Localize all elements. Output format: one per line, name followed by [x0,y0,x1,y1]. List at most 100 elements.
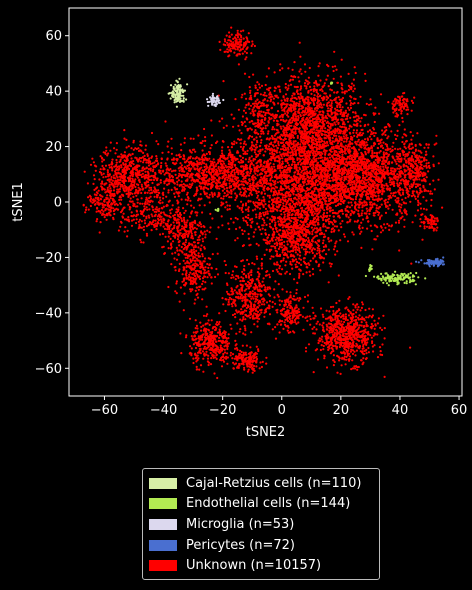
data-point [405,135,407,137]
data-point [317,152,319,154]
data-point [328,200,330,202]
data-point [350,198,352,200]
data-point [304,130,306,132]
data-point [374,155,376,157]
data-point [323,236,325,238]
data-point [364,158,366,160]
data-point [305,190,307,192]
data-point [311,227,313,229]
data-point [389,181,391,183]
data-point [360,231,362,233]
data-point [342,151,344,153]
data-point [350,102,352,104]
data-point [374,224,376,226]
data-point [269,197,271,199]
data-point [355,209,357,211]
data-point [260,130,262,132]
data-point [296,198,298,200]
data-point [350,174,352,176]
data-point [256,205,258,207]
data-point [292,229,294,231]
data-point [338,148,340,150]
data-point [285,192,287,194]
data-point [299,56,301,58]
data-point [319,125,321,127]
data-point [398,205,400,207]
data-point [310,192,312,194]
data-point [361,214,363,216]
data-point [292,207,294,209]
data-point [261,148,263,150]
data-point [366,175,368,177]
data-point [300,264,302,266]
data-point [264,150,266,152]
data-point [323,98,325,100]
data-point [313,146,315,148]
data-point [412,221,414,223]
data-point [389,204,391,206]
data-point [341,99,343,101]
data-point [327,208,329,210]
data-point [277,102,279,104]
data-point [259,145,261,147]
data-point [349,133,351,135]
data-point [320,175,322,177]
data-point [367,220,369,222]
data-point [316,196,318,198]
data-point [327,164,329,166]
data-point [212,253,214,255]
data-point [305,156,307,158]
data-point [403,158,405,160]
data-point [307,99,309,101]
data-point [359,120,361,122]
data-point [372,133,374,135]
data-point [403,219,405,221]
data-point [394,134,396,136]
data-point [361,158,363,160]
data-point [379,198,381,200]
data-point [266,75,268,77]
data-point [340,76,342,78]
data-point [288,156,290,158]
data-point [289,110,291,112]
data-point [323,212,325,214]
data-point [322,261,324,263]
data-point [313,90,315,92]
data-point [386,158,388,160]
data-point [302,145,304,147]
data-point [297,110,299,112]
data-point [359,203,361,205]
data-point [351,137,353,139]
data-point [396,180,398,182]
data-point [389,177,391,179]
data-point [341,118,343,120]
data-point [253,171,255,173]
data-point [282,230,284,232]
data-point [301,246,303,248]
data-point [287,67,289,69]
data-point [375,159,377,161]
data-point [376,176,378,178]
data-point [292,151,294,153]
data-point [390,130,392,132]
data-point [356,115,358,117]
data-point [325,253,327,255]
data-point [334,212,336,214]
data-point [221,118,223,120]
data-point [355,196,357,198]
data-point [297,190,299,192]
data-point [392,209,394,211]
data-point [428,162,430,164]
data-point [283,181,285,183]
data-point [381,129,383,131]
data-point [373,181,375,183]
data-point [363,187,365,189]
data-point [281,161,283,163]
data-point [345,102,347,104]
data-point [290,100,292,102]
data-point [334,225,336,227]
data-point [283,155,285,157]
data-point [300,133,302,135]
data-point [430,199,432,201]
data-point [269,240,271,242]
